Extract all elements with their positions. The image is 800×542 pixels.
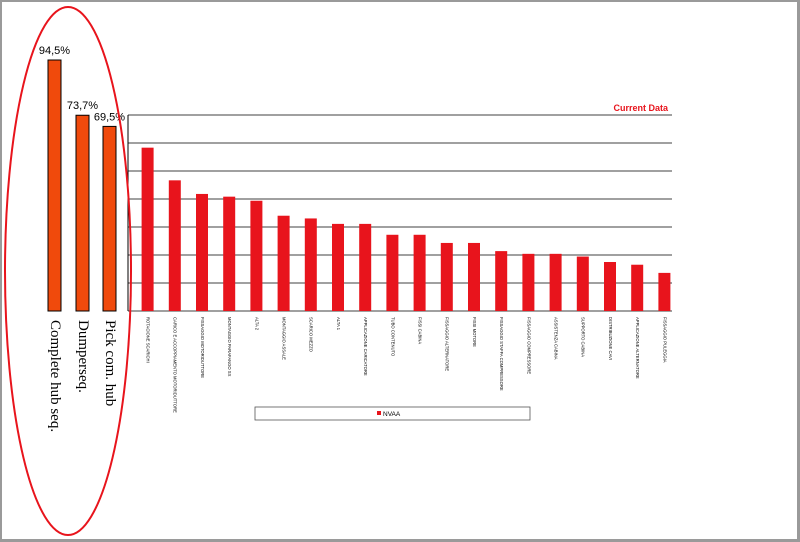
bar-fissaggio-staffa-compressore [495, 251, 508, 311]
legend-frame [254, 406, 531, 421]
category-label: ROTACIONE SCARICHI [145, 317, 150, 363]
category-label: FISSI MOTORE [472, 317, 477, 347]
summary-value-label: 94,5% [39, 45, 70, 57]
legend-box: NVAA [254, 406, 531, 421]
frame-bottom-border [0, 539, 800, 542]
bar-scarico-mezzo [304, 218, 317, 311]
bar-tubo-contenuto [386, 234, 399, 311]
frame-right-border [797, 0, 800, 542]
category-label: MONTAGGIO PARAFANGO SX [227, 317, 232, 377]
category-label: FISSAGGIO ALTERNATORE [445, 317, 450, 371]
bar-supporto-cabina [576, 256, 589, 311]
bar-fissaggio-alternatore [440, 242, 453, 311]
current-data-bars [141, 147, 671, 311]
category-label: TUBO CONTENUTO [390, 317, 395, 357]
bar-distribuzione-cavi [604, 262, 616, 311]
category-label: FISSI CABINA [417, 317, 422, 344]
category-label: FISSAGGIO STAFFA COMPRESSORE [499, 317, 504, 391]
summary-bar-complete-hub-seq [47, 59, 62, 312]
summary-category-label: Dumperseq. [75, 320, 91, 393]
summary-bar-pick-com-hub [102, 125, 117, 312]
category-label: ALTA 2 [254, 317, 259, 331]
legend-label-nvaa: NVAA [383, 411, 401, 418]
current-data-title: Current Data [613, 103, 669, 113]
frame-top-border [0, 0, 800, 2]
category-label: MONTAGGIO ASSALE [281, 317, 286, 360]
bar-fissaggio-puleggia [658, 272, 671, 311]
highlight-ellipse [4, 6, 132, 536]
bar-fissi-motore [468, 242, 480, 311]
bar-alta-2 [250, 200, 263, 311]
category-label: ALTA 1 [336, 317, 341, 331]
bar-carico-e-accoppiamento-motoriduttore [168, 180, 181, 311]
summary-category-labels: Complete hub seq. Dumperseq. Pick com. hub [47, 320, 118, 432]
legend-swatch-nvaa [377, 411, 381, 415]
bar-rotacione-scarichi [141, 147, 154, 311]
category-label: APPLICAZIONE CARICATORE [363, 317, 368, 376]
category-label: DISTRIBUZIONE CAVI [608, 317, 613, 360]
category-label: SUPPORTO CABINA [581, 317, 586, 357]
summary-category-label: Pick com. hub [102, 320, 118, 406]
frame-left-border [0, 0, 2, 542]
bar-alta-1 [332, 223, 344, 311]
category-label: SCARICO MEZZO [309, 317, 314, 353]
current-data-category-labels: ROTACIONE SCARICHI CARICO E ACCOPPIAMENTO… [145, 317, 667, 413]
bar-applicazione-alternatore [631, 264, 644, 311]
bar-fissaggio-motoriduttore [196, 193, 208, 311]
bar-montaggio-parafango-sx [223, 196, 236, 311]
category-label: FISSAGGIO PULEGGIA [662, 317, 667, 363]
chart-gridlines [128, 114, 672, 312]
summary-category-label: Complete hub seq. [47, 320, 63, 432]
category-label: FISSAGGIO MOTORIDUTTORE [200, 317, 205, 378]
bar-assistenza-cabina [549, 253, 562, 311]
summary-bars [47, 59, 117, 312]
summary-value-label: 69,5% [94, 111, 125, 123]
category-label: FISSAGGIO COMPRESSORE [526, 317, 531, 374]
summary-bar-dumperseq [75, 114, 90, 312]
category-label: ASSISTENZA CABINA [553, 317, 558, 360]
category-label: CARICO E ACCOPPIAMENTO MOTORIDUTTORE [173, 317, 178, 413]
bar-applicazione-caricatore [359, 223, 372, 311]
bar-fissi-cabina [413, 234, 426, 311]
bar-fissaggio-compressore [522, 253, 535, 311]
summary-value-labels: 94,5% 73,7%69,5% [39, 45, 125, 123]
summary-value-label: 73,7% [67, 100, 98, 112]
category-label: APPLICAZIONE ALTERNATORE [635, 317, 640, 379]
bar-montaggio-assale [277, 215, 290, 311]
